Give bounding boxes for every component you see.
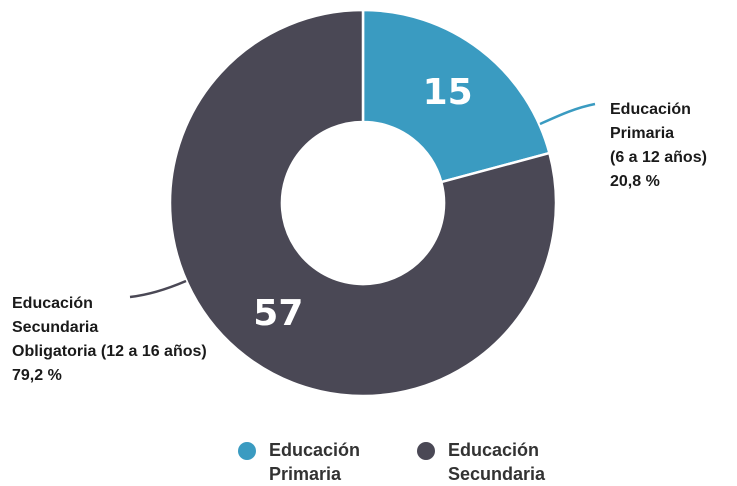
callout-secundaria-line-1: Educación — [12, 295, 93, 312]
slice-value-label-primaria: 15 — [423, 72, 473, 113]
legend-secundaria-line-2: Secundaria — [448, 464, 546, 484]
legend-secundaria-line-1: Educación — [448, 440, 540, 460]
slice-value-label-secundaria: 57 — [253, 293, 303, 334]
callout-secundaria-line-4: 79,2 % — [12, 367, 62, 384]
legend-item-secundaria: Educación Secundaria — [417, 438, 545, 486]
callout-line-secundaria — [129, 279, 187, 299]
callout-primaria-line-2: Primaria — [610, 125, 675, 142]
callout-secundaria-line-3: Obligatoria (12 a 16 años) — [12, 343, 207, 360]
donut-slice-primaria — [361, 8, 551, 184]
callout-primaria-line-4: 20,8 % — [610, 173, 660, 190]
legend-label-primaria: Educación Primaria — [269, 438, 360, 486]
legend-swatch-primaria — [238, 442, 256, 460]
legend-item-primaria: Educación Primaria — [238, 438, 360, 486]
callout-label-primaria: Educación Primaria (6 a 12 años) 20,8 % — [610, 98, 707, 194]
callout-primaria-line-3: (6 a 12 años) — [610, 149, 707, 166]
chart-legend: Educación Primaria Educación Secundaria — [0, 438, 737, 486]
callout-primaria-line-1: Educación — [610, 101, 691, 118]
callout-label-secundaria: Educación Secundaria Obligatoria (12 a 1… — [12, 292, 207, 388]
legend-swatch-secundaria — [417, 442, 435, 460]
callout-line-primaria — [539, 102, 596, 126]
legend-primaria-line-1: Educación — [269, 440, 361, 460]
legend-primaria-line-2: Primaria — [269, 464, 342, 484]
donut-slice-secundaria — [168, 8, 558, 398]
legend-label-secundaria: Educación Secundaria — [448, 438, 545, 486]
callout-secundaria-line-2: Secundaria — [12, 319, 99, 336]
